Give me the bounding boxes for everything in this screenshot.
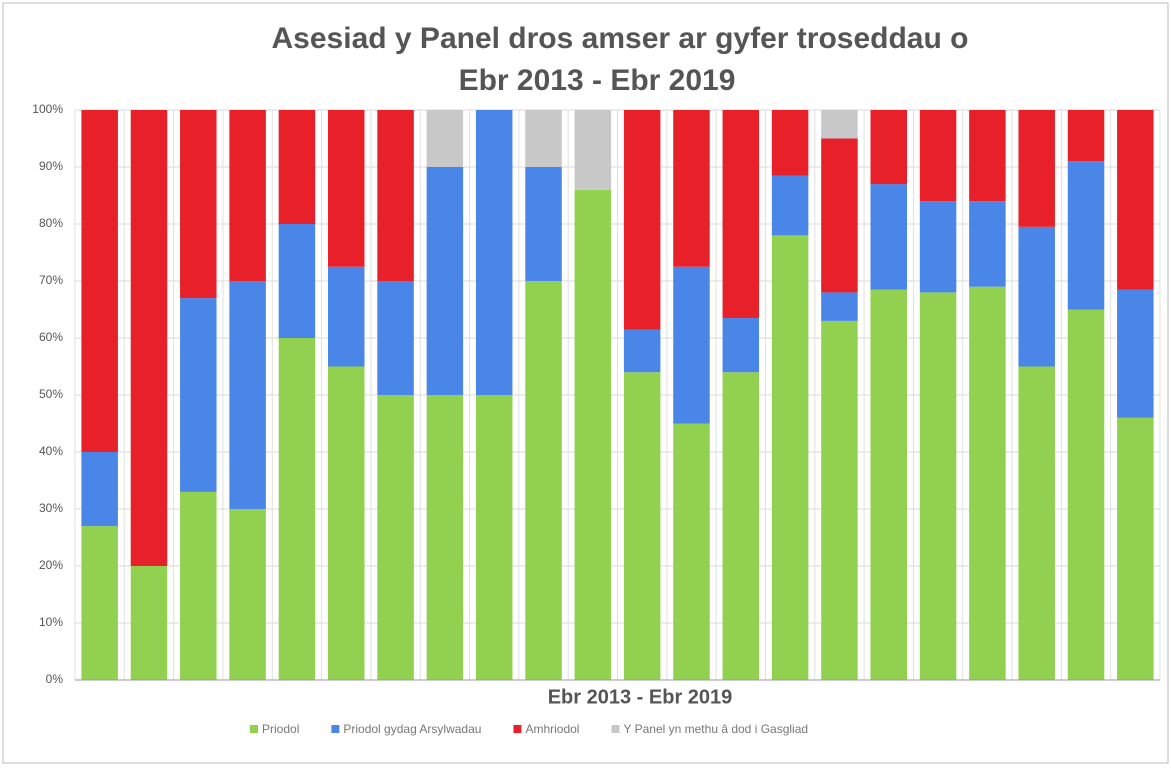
legend-swatch	[513, 725, 522, 733]
bar-segment	[278, 110, 316, 224]
bar-segment	[81, 526, 118, 680]
y-tick-label: 20%	[39, 558, 63, 572]
bar-segment	[1067, 110, 1105, 162]
bar-segment	[1018, 110, 1055, 227]
bar-segment	[870, 110, 907, 185]
bar-segment	[1067, 161, 1105, 310]
bar-segment	[574, 110, 612, 190]
bar-segment	[180, 110, 217, 299]
bar-segment	[919, 292, 957, 680]
bar-segment	[229, 110, 266, 281]
bar-segment	[525, 167, 562, 281]
bar-segment	[969, 110, 1006, 202]
chart-title: Asesiad y Panel dros amser ar gyfer tros…	[272, 22, 969, 55]
bar-segment	[821, 138, 858, 293]
bar-segment	[377, 281, 414, 395]
y-tick-label: 40%	[39, 444, 63, 458]
bar-segment	[278, 224, 316, 338]
legend-label: Amhriodol	[525, 722, 579, 736]
bar-segment	[1117, 417, 1154, 680]
bar-segment	[377, 110, 414, 281]
bar-segment	[426, 167, 464, 395]
bar-segment	[919, 110, 957, 202]
bar-segment	[673, 423, 710, 680]
bar-segment	[130, 110, 168, 566]
legend-swatch	[331, 725, 340, 733]
bar-segment	[969, 286, 1006, 680]
bar-segment	[1117, 289, 1154, 418]
bar-segment	[821, 110, 858, 139]
bar-segment	[229, 509, 266, 680]
bar-segment	[525, 110, 562, 167]
chart-title: Ebr 2013 - Ebr 2019	[459, 64, 736, 97]
bar-segment	[870, 289, 907, 680]
y-tick-label: 90%	[39, 159, 63, 173]
bar-segment	[722, 318, 760, 373]
bar-segment	[81, 452, 118, 527]
bar-segment	[623, 110, 661, 330]
bar-segment	[870, 184, 907, 290]
bar-segment	[180, 491, 217, 680]
bar-segment	[771, 235, 809, 680]
legend-label: Priodol gydag Arsylwadau	[343, 722, 481, 736]
bar-segment	[673, 110, 710, 267]
legend-swatch	[250, 725, 258, 733]
bar-segment	[1067, 309, 1105, 680]
bar-segment	[328, 366, 365, 680]
bar-segment	[426, 110, 464, 167]
bar-segment	[771, 175, 809, 236]
bar-segment	[821, 320, 858, 680]
bar-segment	[574, 189, 612, 681]
legend-label: Priodol	[262, 722, 299, 736]
bar-segment	[969, 201, 1006, 287]
legend-swatch	[611, 725, 620, 733]
y-tick-label: 80%	[39, 216, 63, 230]
bar-segment	[229, 281, 266, 509]
bar-segment	[821, 292, 858, 321]
bar-segment	[722, 110, 760, 319]
bar-segment	[328, 110, 365, 267]
bar-segment	[180, 298, 217, 492]
bar-segment	[377, 395, 414, 680]
bar-segment	[1018, 226, 1055, 367]
bar-segment	[81, 110, 118, 452]
bar-segment	[1117, 110, 1154, 290]
bar-segment	[1018, 366, 1055, 680]
bar-segment	[475, 395, 513, 680]
bar-segment	[278, 338, 316, 680]
y-tick-label: 70%	[39, 273, 63, 287]
bar-segment	[623, 329, 661, 373]
bar-segment	[475, 110, 513, 395]
x-axis-label: Ebr 2013 - Ebr 2019	[548, 686, 733, 708]
bar-segment	[919, 201, 957, 293]
y-tick-label: 50%	[39, 387, 63, 401]
bar-segment	[328, 266, 365, 367]
y-tick-label: 30%	[39, 501, 63, 515]
bar-segment	[673, 266, 710, 424]
y-tick-label: 60%	[39, 330, 63, 344]
bar-segment	[722, 372, 760, 680]
bar-segment	[426, 395, 464, 680]
bar-segment	[623, 372, 661, 680]
y-tick-label: 0%	[46, 672, 64, 686]
bar-segment	[130, 566, 168, 680]
legend-label: Y Panel yn methu â dod i Gasgliad	[623, 722, 808, 736]
y-tick-label: 10%	[39, 615, 63, 629]
bar-segment	[525, 281, 562, 680]
y-tick-label: 100%	[32, 102, 63, 116]
bar-segment	[771, 110, 809, 176]
